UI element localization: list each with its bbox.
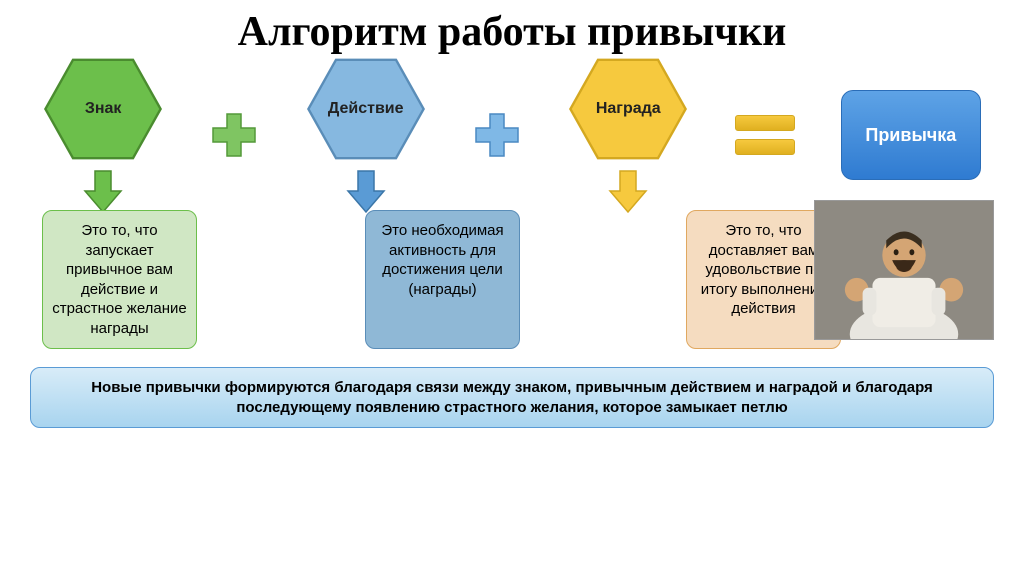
result-box: Привычка (841, 90, 981, 180)
hexagon-action: Действие (306, 57, 426, 161)
hex-col-2: Награда (568, 57, 688, 214)
hexagon-reward: Награда (568, 57, 688, 161)
arrow-down-0 (83, 169, 123, 214)
plus-icon-1 (472, 110, 522, 160)
arrow-down-2 (608, 169, 648, 214)
equation-row: Знак Действие Награда Привычка (0, 60, 1024, 210)
equals-icon (735, 115, 795, 155)
desc-action: Это необходимая активность для достижени… (365, 210, 520, 349)
hex-col-0: Знак (43, 57, 163, 214)
hexagon-sign: Знак (43, 57, 163, 161)
arrow-down-1 (346, 169, 386, 214)
hex-col-1: Действие (306, 57, 426, 214)
page-title: Алгоритм работы привычки (0, 0, 1024, 60)
plus-icon-0 (209, 110, 259, 160)
footer-note: Новые привычки формируются благодаря свя… (30, 367, 994, 428)
photo-excited-man (814, 200, 994, 340)
description-row: Это то, что запускает привычное вам дейс… (0, 210, 1024, 349)
desc-sign: Это то, что запускает привычное вам дейс… (42, 210, 197, 349)
